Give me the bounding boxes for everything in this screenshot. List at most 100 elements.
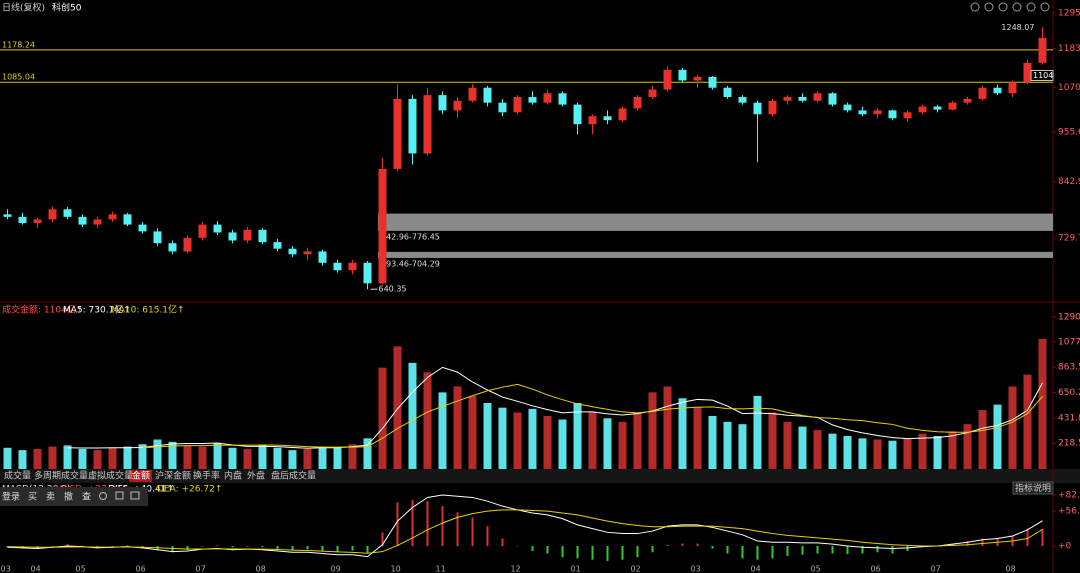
candle-body: [633, 97, 642, 109]
macd-bar: [411, 499, 414, 547]
y-tick-label: 218.5: [1058, 439, 1080, 449]
toolbar-item[interactable]: 买: [28, 492, 37, 503]
ma-line: [67, 366, 1043, 449]
macd-bar: [321, 546, 324, 551]
tab[interactable]: 盘后成交量: [271, 470, 316, 482]
volume-bar: [963, 424, 972, 469]
volume-bar: [453, 386, 462, 469]
icon[interactable]: [984, 2, 994, 12]
volume-bar: [843, 435, 852, 469]
price-zone: [378, 213, 1053, 231]
window-icon[interactable]: [130, 491, 140, 500]
y-tick-label: 955.6: [1058, 128, 1080, 138]
volume-bar: [663, 386, 672, 469]
volume-bar: [543, 415, 552, 469]
macd-bar: [231, 546, 234, 548]
x-tick-label: 01: [571, 565, 581, 573]
macd-bar: [831, 546, 834, 554]
macd-bar: [186, 546, 189, 550]
indicator-button[interactable]: [1012, 481, 1054, 495]
icon[interactable]: [970, 2, 980, 12]
macd-bar: [606, 546, 609, 561]
volume-bar: [948, 431, 957, 469]
icon[interactable]: [1012, 2, 1022, 12]
candle-body: [393, 98, 402, 169]
macd-bar: [711, 546, 714, 549]
volume-bar: [468, 395, 477, 469]
toolbar-item[interactable]: 卖: [46, 492, 55, 503]
volume-bar: [63, 445, 72, 469]
candle-body: [708, 76, 717, 88]
volume-bar: [1008, 386, 1017, 469]
candle-body: [588, 116, 597, 125]
volume-bar: [363, 438, 372, 469]
symbol-label[interactable]: 科创50: [52, 2, 82, 14]
macd-bar: [126, 545, 129, 547]
y-tick-label: 431.8: [1058, 414, 1080, 424]
plot: 1295 1183 1070 955.6 842.9 729.7 742.96-776.45…: [0, 8, 1080, 573]
candle-body: [438, 95, 447, 111]
tab[interactable]: 沪深金额: [155, 470, 191, 482]
tab[interactable]: 多周期成交量: [34, 470, 88, 482]
macd-line: [7, 494, 1043, 558]
volume-bar: [978, 410, 987, 469]
price-marker-box: [1030, 69, 1054, 81]
tab[interactable]: 成交量: [4, 470, 31, 482]
macd-bar: [786, 546, 789, 556]
candle-body: [918, 106, 927, 113]
tab[interactable]: 金额: [132, 470, 150, 482]
volume-bar: [573, 402, 582, 469]
volume-bar: [1038, 338, 1047, 469]
macd-bar: [276, 546, 279, 549]
candle-body: [948, 102, 957, 110]
period-label[interactable]: 日线(复权): [2, 2, 45, 14]
tab[interactable]: 换手率: [193, 470, 220, 482]
volume-bar: [333, 447, 342, 469]
toolbar-item[interactable]: 撤: [64, 491, 73, 503]
macd-bar: [171, 546, 174, 553]
volume-bar: [48, 446, 57, 469]
candle-body: [63, 209, 72, 217]
macd-bar: [771, 546, 774, 559]
window-icon[interactable]: [115, 491, 124, 500]
indicator-button-label[interactable]: 指标说明: [1015, 482, 1051, 494]
tab[interactable]: 内盘: [224, 470, 242, 482]
x-tick-label: 03: [1, 565, 11, 573]
candle-body: [468, 87, 477, 101]
legend-entry: MA5: 730.1亿↑: [63, 304, 131, 316]
candle-body: [543, 93, 552, 103]
volume-bar: [693, 407, 702, 469]
icon[interactable]: [1026, 2, 1036, 12]
candle-body: [498, 102, 507, 113]
candle-body: [273, 242, 282, 249]
legend-entry: DEA: +26.72↑: [157, 485, 222, 495]
toolbar-item[interactable]: 查: [82, 491, 91, 503]
candle-body: [1008, 82, 1017, 94]
icon[interactable]: [998, 2, 1008, 12]
candle-body: [123, 214, 132, 225]
y-tick-label: 1070: [1058, 83, 1080, 93]
macd-bar: [591, 546, 594, 560]
volume-bar: [273, 447, 282, 469]
candle-body: [183, 237, 192, 252]
volume-bar: [618, 421, 627, 469]
candle-body: [783, 97, 792, 101]
toolbar-item[interactable]: 登录: [2, 492, 20, 503]
tab[interactable]: 外盘: [247, 470, 265, 482]
settings-icon[interactable]: [99, 492, 107, 500]
candle-body: [753, 102, 762, 115]
volume-bar: [798, 426, 807, 469]
icon[interactable]: [1040, 2, 1050, 12]
macd-bar: [696, 543, 699, 547]
volume-bar: [483, 402, 492, 469]
x-tick-label: 04: [31, 565, 41, 573]
volume-bar: [723, 421, 732, 469]
x-tick-label: 06: [871, 565, 881, 573]
candle-body: [408, 98, 417, 154]
macd-bar: [531, 546, 534, 551]
trade-toolbar: [0, 487, 148, 506]
candle-body: [903, 112, 912, 119]
macd-bar: [516, 546, 519, 547]
tab[interactable]: 虚拟成交量: [88, 470, 133, 482]
